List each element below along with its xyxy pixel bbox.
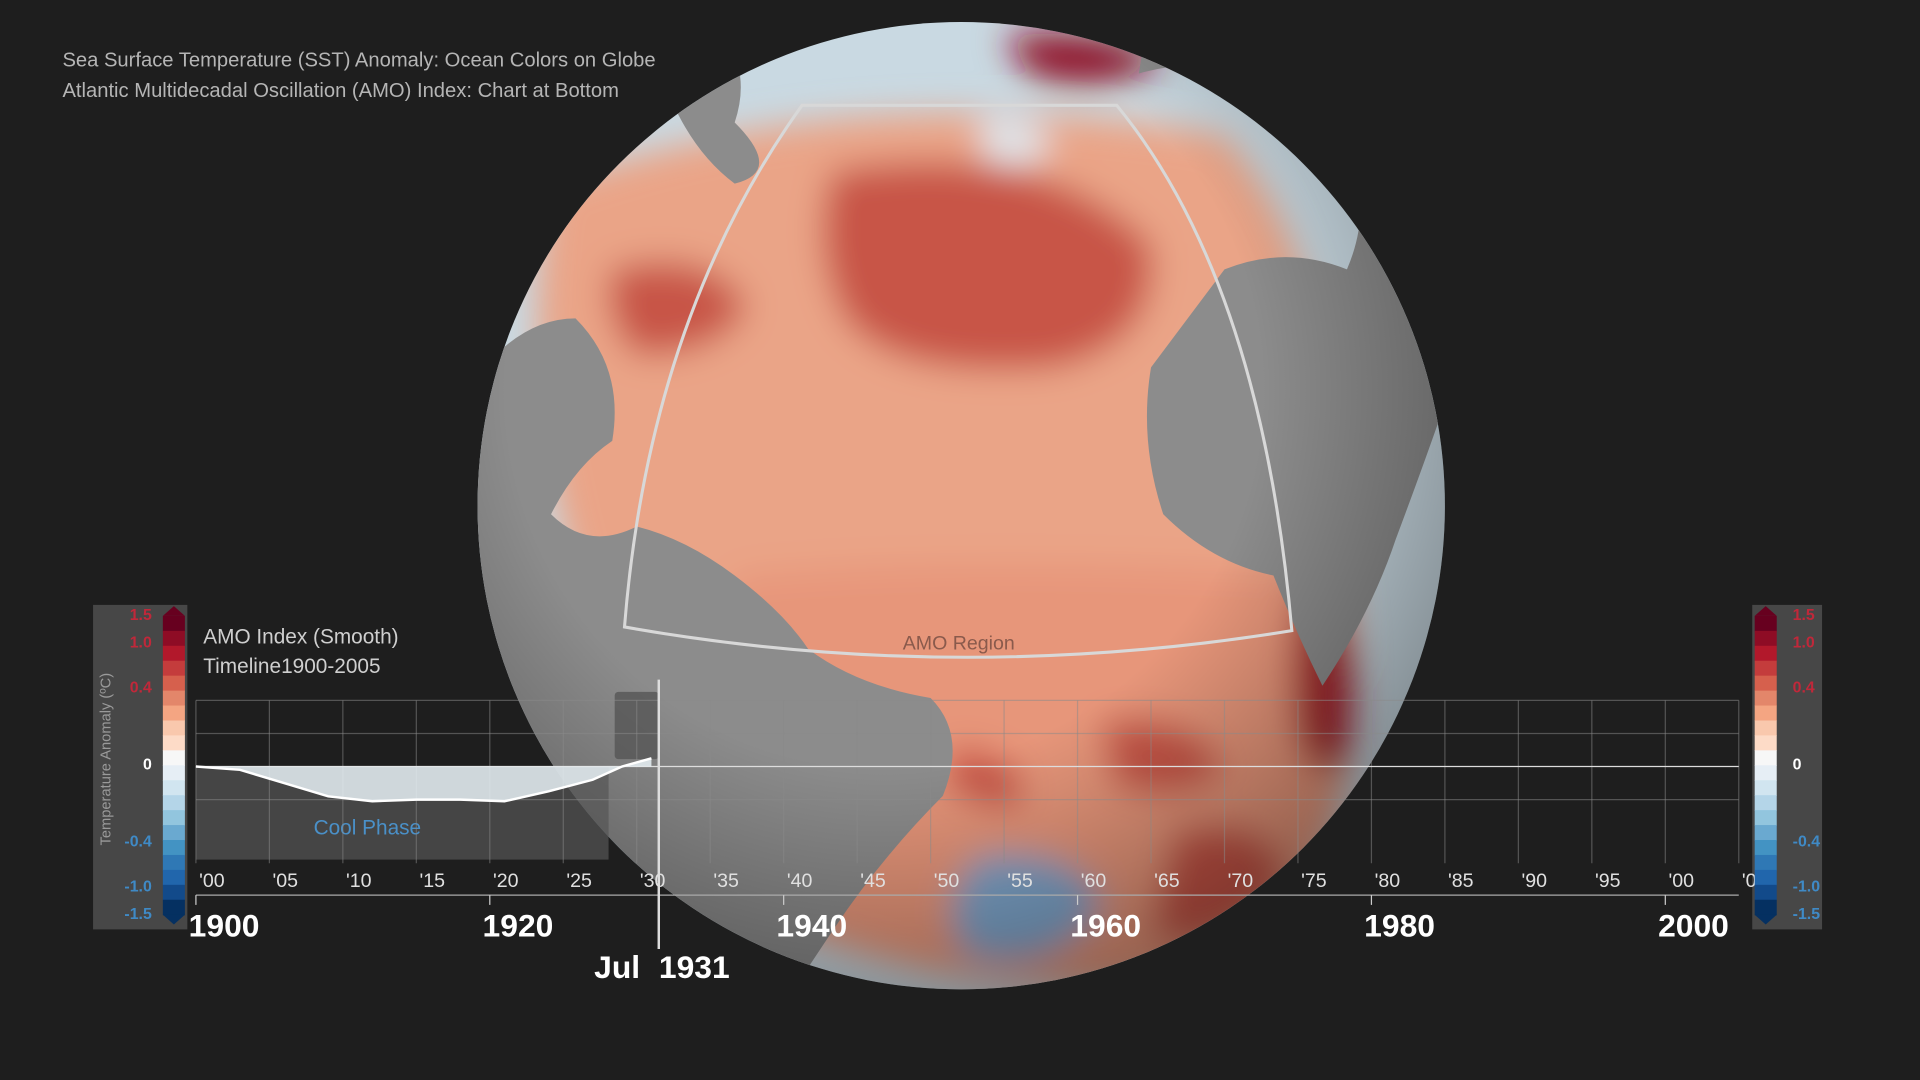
x-tick-label: '70 <box>1228 870 1254 892</box>
colorbar-band <box>162 735 185 751</box>
colorbar-tick-label: -1.0 <box>1793 878 1821 895</box>
x-tick-label: '85 <box>1448 870 1474 892</box>
major-tick-label: 1980 <box>1364 908 1435 944</box>
colorbar-band <box>162 690 185 707</box>
colorbar-tick-label: 0 <box>1793 757 1802 774</box>
colorbar-band <box>162 630 185 647</box>
colorbar-band <box>162 645 185 662</box>
colorbar-band <box>1754 795 1777 811</box>
colorbar-band <box>162 884 185 901</box>
x-tick-label: '45 <box>860 870 886 892</box>
colorbar-tick-label: 0.4 <box>1793 679 1815 696</box>
phase-annotation: Cool Phase <box>314 816 422 839</box>
x-tick-label: '40 <box>787 870 813 892</box>
colorbar-tick-label: 0 <box>143 757 152 774</box>
major-tick-label: 2000 <box>1658 908 1729 944</box>
x-tick-label: '50 <box>934 870 960 892</box>
amo-line <box>195 757 652 803</box>
colorbar-band <box>1754 645 1777 662</box>
colorbar-band <box>162 750 185 766</box>
colorbar-tick-label: 1.0 <box>1793 635 1815 652</box>
colorbar-band <box>162 765 185 781</box>
colorbar-tick-label: 1.0 <box>130 635 152 652</box>
colorbar-band <box>162 780 185 796</box>
colorbar-band <box>162 660 185 677</box>
x-tick-label: '15 <box>419 870 445 892</box>
colorbar-band <box>162 705 185 722</box>
colorbar-band <box>1754 615 1777 632</box>
colorbar-band <box>1754 690 1777 707</box>
colorbar-band <box>1754 854 1777 871</box>
colorbar-band <box>1754 735 1777 751</box>
colorbar-tick-label: -0.4 <box>1793 834 1821 851</box>
colorbar-band <box>1754 825 1777 841</box>
colorbar-band <box>1754 899 1777 916</box>
header-line: Sea Surface Temperature (SST) Anomaly: O… <box>62 50 655 72</box>
colorbar-band <box>162 899 185 916</box>
header-line: Atlantic Multidecadal Oscillation (AMO) … <box>62 80 619 102</box>
colorbar-band <box>162 869 185 886</box>
colorbar-band <box>162 795 185 811</box>
colorbar-band <box>1754 780 1777 796</box>
major-tick-label: 1960 <box>1070 908 1141 944</box>
colorbar-arrow <box>162 606 185 616</box>
x-tick-label: '10 <box>346 870 372 892</box>
colorbar-band <box>1754 675 1777 692</box>
colorbar-band <box>162 675 185 692</box>
colorbar-band <box>1754 630 1777 647</box>
colorbar-band <box>1754 840 1777 856</box>
x-tick-label: '20 <box>493 870 519 892</box>
colorbar-arrow <box>162 914 185 925</box>
x-tick-label: '25 <box>566 870 592 892</box>
colorbar-band <box>1754 884 1777 901</box>
colorbar-band <box>1754 720 1777 737</box>
colorbar-band <box>1754 810 1777 826</box>
colorbar-tick-label: 1.5 <box>1793 607 1815 624</box>
x-tick-label: '00 <box>199 870 225 892</box>
colorbar-band <box>1754 869 1777 886</box>
colorbar-arrow <box>1754 914 1777 925</box>
colorbar-band <box>162 720 185 737</box>
colorbar-band <box>162 810 185 826</box>
major-tick-label: 1920 <box>483 908 554 944</box>
colorbar-band <box>1754 660 1777 677</box>
x-tick-label: '90 <box>1522 870 1548 892</box>
colorbar-tick-label: 0.4 <box>130 679 152 696</box>
colorbar-tick-label: -1.5 <box>124 906 152 923</box>
amo-region-outline <box>622 103 1294 659</box>
globe: AMO Region <box>477 22 1445 990</box>
x-tick-label: '05 <box>273 870 299 892</box>
colorbar-tick-label: -1.5 <box>1793 906 1821 923</box>
x-tick-label: '75 <box>1301 870 1327 892</box>
colorbar-tick-label: 1.5 <box>130 607 152 624</box>
x-tick-label: '30 <box>640 870 666 892</box>
region-label: AMO Region <box>903 632 1015 654</box>
chart-title: AMO Index (Smooth) <box>203 625 398 648</box>
x-tick-label: '80 <box>1375 870 1401 892</box>
colorbar-band <box>162 615 185 632</box>
colorbar-arrow <box>1754 606 1777 616</box>
x-tick-label: '60 <box>1081 870 1107 892</box>
colorbar-tick-label: -1.0 <box>124 878 152 895</box>
colorbar-title: Temperature Anomaly (ºC) <box>98 673 114 846</box>
x-tick-label: '65 <box>1154 870 1180 892</box>
colorbar-band <box>162 840 185 856</box>
colorbar-band <box>162 854 185 871</box>
colorbar-band <box>1754 705 1777 722</box>
x-tick-label: '35 <box>713 870 739 892</box>
current-month: Jul <box>594 949 640 985</box>
current-year: 1931 <box>659 949 730 985</box>
colorbar-band <box>1754 765 1777 781</box>
major-tick-label: 1940 <box>776 908 847 944</box>
x-tick-label: '95 <box>1595 870 1621 892</box>
colorbar-tick-label: -0.4 <box>124 834 152 851</box>
chart-subtitle: Timeline1900-2005 <box>203 655 380 678</box>
colorbar-band <box>162 825 185 841</box>
colorbar-band <box>1754 750 1777 766</box>
major-tick-label: 1900 <box>189 908 260 944</box>
x-tick-label: '55 <box>1007 870 1033 892</box>
x-tick-label: '00 <box>1668 870 1694 892</box>
